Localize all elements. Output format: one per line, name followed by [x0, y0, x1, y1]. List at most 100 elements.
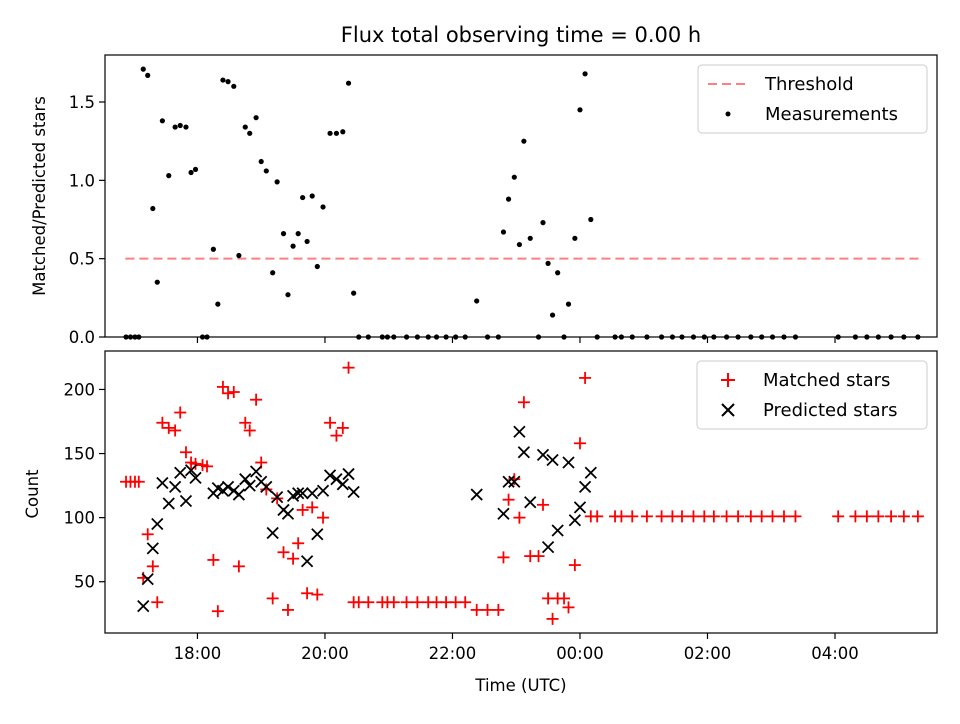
bottom-ylabel: Count	[23, 469, 42, 519]
matched-star-point	[655, 510, 668, 523]
legend-measurements-marker	[725, 111, 731, 117]
matched-star-point	[243, 424, 256, 437]
predicted-star-point	[508, 475, 521, 488]
measurement-point	[320, 204, 326, 210]
predicted-star-point	[536, 448, 550, 461]
x-tick-label: 02:00	[684, 644, 732, 663]
matched-star-point	[532, 550, 545, 563]
bottom-y-tick-label: 50	[74, 573, 95, 592]
predicted-star-point	[174, 466, 187, 479]
predicted-star-point	[300, 555, 314, 568]
x-tick-label: 04:00	[811, 644, 859, 663]
measurement-point	[588, 216, 594, 223]
predicted-star-point	[137, 599, 150, 613]
measurement-point	[231, 83, 237, 89]
matched-star-point	[513, 511, 526, 524]
matched-star-point	[271, 492, 284, 505]
measurement-point	[177, 122, 183, 129]
predicted-star-point	[266, 526, 279, 540]
predicted-star-point	[502, 475, 515, 488]
matched-star-point	[849, 510, 862, 523]
measurement-point	[474, 298, 480, 304]
matched-star-point	[497, 551, 510, 564]
measurement-point	[154, 279, 160, 285]
matched-star-point	[568, 559, 581, 572]
matched-star-point	[201, 460, 214, 473]
matched-star-point	[292, 537, 305, 550]
x-tick-label: 20:00	[301, 644, 349, 663]
legend-measurements-label: Measurements	[765, 104, 898, 125]
measurement-point	[188, 169, 194, 176]
matched-star-point	[707, 510, 720, 523]
x-axis-label: Time (UTC)	[474, 676, 566, 695]
matched-star-point	[342, 361, 355, 374]
legend-matched-label: Matched stars	[763, 370, 890, 391]
predicted-star-point	[513, 425, 526, 438]
predicted-star-point	[141, 573, 154, 586]
matched-star-point	[287, 552, 300, 565]
measurement-point	[225, 79, 231, 85]
matched-star-point	[324, 416, 337, 429]
matched-star-point	[470, 603, 483, 616]
predicted-star-point	[249, 465, 263, 478]
predicted-star-point	[271, 490, 284, 504]
matched-star-point	[277, 546, 290, 559]
x-tick-label: 18:00	[174, 644, 222, 663]
matched-star-point	[306, 501, 319, 514]
matched-star-point	[732, 510, 745, 523]
measurement-point	[345, 80, 352, 86]
predicted-star-point	[336, 478, 349, 491]
matched-star-point	[492, 603, 505, 616]
matched-star-point	[832, 510, 845, 523]
measurement-point	[215, 301, 221, 307]
measurement-point	[314, 263, 320, 270]
measurement-point	[500, 229, 507, 235]
measurement-point	[351, 290, 357, 296]
matched-star-point	[151, 596, 164, 609]
legend-predicted-marker	[721, 403, 735, 417]
measurement-point	[516, 241, 523, 248]
legend-matched-marker	[721, 373, 735, 387]
matched-star-point	[132, 475, 145, 488]
matched-star-point	[481, 603, 494, 616]
matched-star-point	[897, 510, 910, 523]
matched-star-point	[211, 605, 224, 618]
measurement-point	[582, 71, 588, 77]
matched-star-point	[872, 510, 885, 523]
top-y-tick-label: 0.5	[69, 250, 95, 269]
top-y-tick-label: 1.0	[69, 171, 95, 190]
top-plot-frame	[104, 54, 938, 338]
bottom-y-tick-label: 200	[64, 380, 96, 399]
measurement-point	[258, 158, 264, 165]
predicted-star-point	[497, 507, 510, 520]
predicted-star-point	[296, 487, 309, 500]
measurement-point	[145, 72, 151, 78]
measurement-point	[242, 124, 248, 130]
matched-star-point	[777, 510, 790, 523]
legend-predicted-label: Predicted stars	[763, 400, 897, 421]
predicted-star-point	[156, 476, 169, 490]
measurement-point	[290, 243, 296, 249]
x-tick-label: 22:00	[429, 644, 477, 663]
matched-star-point	[281, 603, 294, 616]
matched-star-point	[675, 510, 688, 523]
matched-star-point	[146, 560, 159, 573]
measurement-point	[333, 130, 340, 136]
measurement-point	[545, 260, 551, 266]
matched-star-point	[207, 553, 220, 566]
measurement-point	[555, 270, 561, 276]
matched-star-point	[615, 510, 628, 523]
matched-star-point	[169, 424, 182, 437]
predicted-star-point	[221, 480, 235, 494]
predicted-star-point	[243, 479, 256, 492]
matched-star-point	[266, 592, 279, 605]
bottom-y-tick-label: 150	[64, 445, 96, 464]
predicted-star-point	[232, 488, 246, 501]
predicted-star-point	[162, 497, 175, 510]
measurement-point	[549, 312, 556, 318]
bottom-axes: Count 18:00 20:00 22:00 00:00 02:00 04:00 50 10…	[23, 350, 938, 663]
measurement-point	[295, 231, 301, 237]
measurement-point	[183, 124, 189, 130]
measurement-point	[572, 235, 578, 241]
